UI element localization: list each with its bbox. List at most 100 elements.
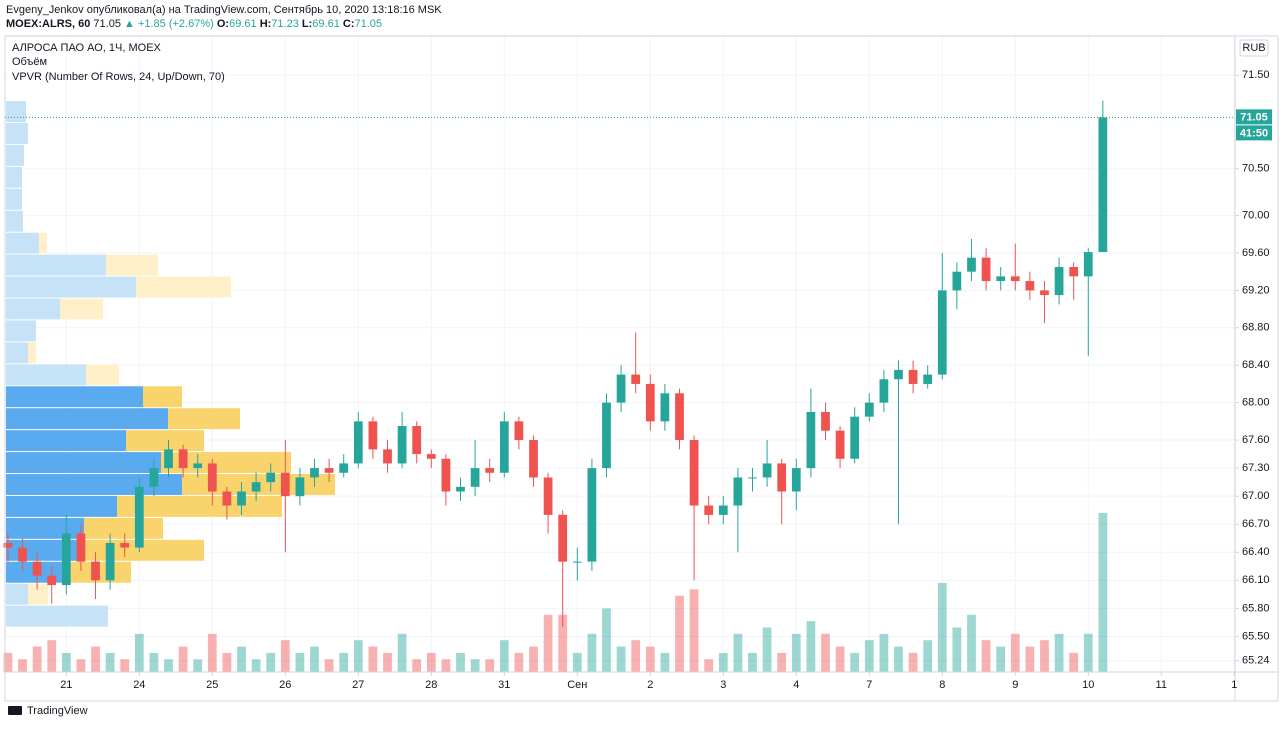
y-tick-label: 69.60 (1242, 247, 1270, 259)
x-tick-label: 31 (498, 679, 510, 691)
candle-body (149, 468, 159, 487)
candle-body (426, 454, 436, 459)
change: ▲ +1.85 (+2.67%) (124, 18, 214, 30)
candle-body (412, 426, 422, 455)
volume-bar (164, 659, 173, 672)
volume-bar (32, 646, 42, 672)
volume-bar (981, 640, 991, 672)
vpvr-up (6, 583, 28, 605)
y-tick-label: 70.50 (1242, 163, 1270, 175)
candle-body (339, 463, 349, 473)
volume-bar (237, 646, 246, 672)
volume-bar (704, 659, 714, 672)
volume-bar (324, 659, 334, 672)
candle-body (237, 491, 246, 506)
y-tick-label: 68.00 (1242, 397, 1270, 409)
candle-body (514, 421, 524, 441)
candle-body (835, 430, 845, 459)
x-tick-label: 10 (1082, 679, 1094, 691)
vpvr-down (84, 539, 204, 561)
y-tick-label: 71.50 (1242, 69, 1270, 81)
candle-body (441, 458, 451, 492)
volume-bar (266, 652, 276, 672)
x-tick-label: Сен (567, 679, 587, 691)
volume-bar (937, 582, 947, 672)
x-tick-label: 28 (425, 679, 437, 691)
currency-box[interactable] (1239, 39, 1269, 57)
volume-bar (426, 652, 436, 672)
vpvr-up (6, 539, 84, 561)
y-tick-label: 65.24 (1242, 655, 1270, 667)
vpvr-down (28, 342, 36, 364)
candle-body (353, 421, 363, 464)
volume-bar (456, 652, 465, 672)
candle-body (894, 369, 903, 380)
candle-body (645, 383, 655, 422)
candle-body (543, 477, 553, 515)
o-label: O: (217, 18, 229, 30)
candle-body (76, 533, 86, 562)
vpvr-down (136, 276, 231, 298)
candle-body (748, 477, 757, 479)
price-label: 71.05 (1240, 111, 1268, 123)
vpvr-up (6, 495, 117, 517)
candle-body (1010, 276, 1020, 282)
candle-body (718, 505, 728, 515)
volume-bar (105, 652, 115, 672)
volume-bar (850, 652, 860, 672)
candle-body (47, 575, 57, 586)
volume-bar (61, 652, 71, 672)
x-tick-label: 11 (1156, 679, 1167, 691)
candle-body (762, 463, 772, 478)
vpvr-down (126, 430, 204, 452)
volume-bar (791, 633, 801, 672)
candle-body (18, 547, 27, 562)
volume-bar (864, 640, 874, 672)
volume-bar (251, 659, 261, 672)
vpvr-up (6, 188, 22, 210)
candle-body (952, 271, 962, 291)
candle-body (1083, 252, 1093, 277)
candle-body (207, 463, 217, 492)
candle-body (310, 468, 319, 478)
candle-body (864, 402, 874, 417)
candle-body (704, 505, 714, 515)
volume-bar (529, 646, 538, 672)
candle-body (456, 486, 465, 492)
candle-body (324, 468, 334, 473)
volume-bar (1098, 513, 1108, 672)
volume-bar (602, 608, 611, 672)
volume-bar (587, 633, 597, 672)
x-tick-label: 8 (939, 679, 945, 691)
vpvr-up (6, 254, 106, 276)
volume-bar (718, 652, 728, 672)
footer: TradingView (8, 705, 88, 717)
candle-body (134, 486, 144, 548)
vpvr-down (84, 517, 163, 539)
x-tick-label: 27 (352, 679, 364, 691)
candle-body (61, 533, 71, 586)
vpvr-up (6, 101, 26, 122)
candle-body (383, 449, 392, 464)
vpvr-down (86, 364, 119, 386)
volume-bar (339, 652, 349, 672)
candle-body (178, 449, 188, 469)
c-label: C: (343, 18, 355, 30)
brand: TradingView (27, 705, 88, 717)
pane-border (4, 35, 1279, 702)
currency[interactable]: RUB (1242, 42, 1265, 54)
volume-bar (543, 614, 553, 672)
candle-body (485, 468, 495, 473)
legend-title: АЛРОСА ПАО АО, 1Ч, MOEX (12, 42, 162, 54)
candle-body (529, 440, 538, 478)
volume-bar (310, 646, 319, 672)
vpvr-down (168, 408, 240, 430)
legend-volume: Объём (12, 56, 47, 68)
y-tick-label: 70.00 (1242, 209, 1270, 221)
volume-bar (1025, 646, 1035, 672)
c-value: 71.05 (354, 18, 382, 30)
volume-bar (1054, 633, 1064, 672)
candle-body (996, 276, 1006, 282)
volume-bar (1083, 633, 1093, 672)
candle-body (572, 561, 582, 563)
